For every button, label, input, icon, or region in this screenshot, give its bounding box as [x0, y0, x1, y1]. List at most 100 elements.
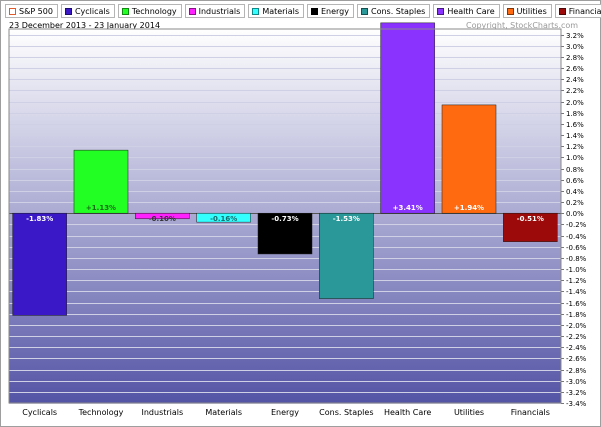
legend-item-industrials[interactable]: Industrials — [184, 4, 246, 18]
y-tick-label: -2.8% — [566, 367, 587, 375]
bar-industrials — [135, 212, 190, 220]
legend-swatch — [558, 7, 566, 15]
legend-swatch — [310, 7, 318, 15]
x-tick-label: Industrials — [141, 408, 183, 417]
data-label-health-care: +3.41% — [393, 204, 423, 212]
bar-health-care — [380, 22, 435, 214]
y-tick-label: -2.4% — [566, 344, 587, 352]
y-tick-label: 2.4% — [566, 76, 584, 84]
y-tick-label: 2.8% — [566, 54, 584, 62]
legend-label: S&P 500 — [19, 6, 53, 16]
y-tick-label: 3.0% — [566, 43, 584, 51]
x-tick-label: Materials — [205, 408, 242, 417]
x-tick-label: Cyclicals — [22, 408, 57, 417]
data-label-cons-staples: -1.53% — [333, 215, 360, 223]
legend-item-utilities[interactable]: Utilities — [502, 4, 552, 18]
legend-swatch — [188, 7, 196, 15]
legend-label: Materials — [262, 6, 299, 16]
y-tick-label: -0.8% — [566, 255, 587, 263]
legend-item-cyclicals[interactable]: Cyclicals — [60, 4, 115, 18]
y-tick-label: 2.0% — [566, 99, 584, 107]
data-label-industrials: -0.10% — [149, 215, 176, 223]
data-label-materials: -0.16% — [210, 215, 237, 223]
legend-swatch — [252, 7, 260, 15]
y-tick-label: 2.6% — [566, 65, 584, 73]
bar-utilities — [441, 104, 497, 214]
copyright-notice: Copyright, StockCharts.com — [466, 21, 579, 30]
y-tick-label: -1.4% — [566, 288, 587, 296]
legend-item-s-p-500[interactable]: S&P 500 — [5, 4, 58, 18]
y-tick-label: -2.6% — [566, 355, 587, 363]
y-tick-label: -2.2% — [566, 333, 587, 341]
y-tick-label: -1.0% — [566, 266, 587, 274]
y-tick-label: 2.2% — [566, 87, 584, 95]
legend-label: Energy — [320, 6, 349, 16]
y-tick-label: -3.4% — [566, 400, 587, 408]
bar-financials — [503, 212, 558, 242]
plot-border — [8, 28, 562, 404]
legend-label: Technology — [131, 6, 177, 16]
legend-item-materials[interactable]: Materials — [248, 4, 304, 18]
legend-swatch — [506, 7, 514, 15]
legend-swatch — [121, 7, 129, 15]
y-tick-label: -0.6% — [566, 244, 587, 252]
legend-label: Utilities — [516, 6, 547, 16]
legend-label: Cyclicals — [74, 6, 110, 16]
y-tick-label: 0.6% — [566, 177, 584, 185]
legend-item-financials[interactable]: Financials — [554, 4, 601, 18]
legend-item-health-care[interactable]: Health Care — [433, 4, 500, 18]
y-tick-label: 1.2% — [566, 143, 584, 151]
x-axis: Cyclicals Technology Industrials Materials E… — [22, 408, 550, 417]
x-tick-label: Financials — [511, 408, 550, 417]
y-tick-label: 1.0% — [566, 154, 584, 162]
y-tick-label: -1.2% — [566, 277, 587, 285]
legend-label: Health Care — [447, 6, 495, 16]
y-tick-label: 0.4% — [566, 188, 584, 196]
legend-swatch — [437, 7, 445, 15]
y-tick-label: 0.8% — [566, 166, 584, 174]
legend-item-technology[interactable]: Technology — [117, 4, 182, 18]
y-tick-label: -0.4% — [566, 233, 587, 241]
data-labels: -1.83% +1.13% -0.10% -0.16% -0.73% -1.53% +3.4… — [26, 204, 544, 223]
data-label-cyclicals: -1.83% — [26, 215, 53, 223]
bar-technology — [73, 149, 129, 214]
y-tick-label: 3.2% — [566, 32, 584, 40]
bar-energy — [257, 212, 313, 255]
data-label-utilities: +1.94% — [454, 204, 484, 212]
y-tick-label: 1.8% — [566, 110, 584, 118]
bar-cyclicals — [12, 212, 67, 316]
data-label-energy: -0.73% — [271, 215, 298, 223]
legend-swatch — [64, 7, 72, 15]
y-tick-label: 1.6% — [566, 121, 584, 129]
y-tick-label: -3.0% — [566, 378, 587, 386]
x-tick-label: Technology — [78, 408, 124, 417]
data-label-financials: -0.51% — [517, 215, 544, 223]
y-tick-label: -3.2% — [566, 389, 587, 397]
y-tick-label: -0.2% — [566, 221, 587, 229]
legend-label: Cons. Staples — [371, 6, 426, 16]
legend-swatch — [361, 7, 368, 15]
x-tick-label: Cons. Staples — [319, 408, 373, 417]
x-tick-label: Utilities — [454, 408, 484, 417]
y-axis: 3.2% 3.0% 2.8% 2.6% 2.4% 2.2% 2.0% 1.8% 1.6% 1.4%… — [561, 32, 587, 408]
y-tick-label: -1.8% — [566, 311, 587, 319]
y-tick-label: -1.6% — [566, 300, 587, 308]
legend: S&P 500 Cyclicals Technology Industrials Mat… — [5, 4, 601, 18]
bar-cons-staples — [319, 212, 374, 299]
x-tick-label: Health Care — [384, 408, 431, 417]
y-tick-label: 0.2% — [566, 199, 584, 207]
date-range: 23 December 2013 - 23 January 2014 — [9, 21, 161, 30]
data-label-technology: +1.13% — [86, 204, 116, 212]
y-tick-label: 0.0% — [566, 210, 584, 218]
y-tick-label: 1.4% — [566, 132, 584, 140]
bar-materials — [196, 212, 251, 223]
legend-item-cons-staples[interactable]: Cons. Staples — [357, 4, 431, 18]
legend-label: Financials — [568, 6, 601, 16]
x-tick-label: Energy — [271, 408, 299, 417]
bars — [12, 22, 558, 316]
legend-item-energy[interactable]: Energy — [306, 4, 354, 18]
legend-label: Industrials — [198, 6, 241, 16]
legend-swatch — [9, 7, 16, 15]
y-tick-label: -2.0% — [566, 322, 587, 330]
